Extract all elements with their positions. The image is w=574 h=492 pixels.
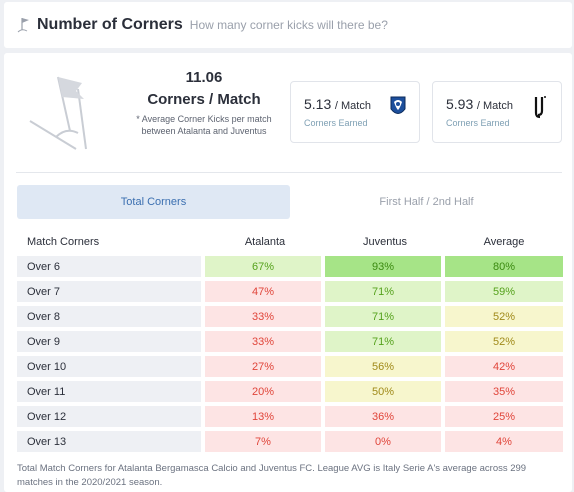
average-corners-note: * Average Corner Kicks per match between… (136, 114, 272, 136)
per-match-label: / Match (334, 100, 371, 112)
column-header-average: Average (483, 235, 525, 248)
average-value-cell: 25% (445, 406, 563, 427)
corners-earned-caption: Corners Earned (446, 118, 510, 128)
table-row: Over 7 47% 71% 59% (17, 281, 563, 302)
average-value-cell: 80% (445, 256, 563, 277)
match-corners-table: Match Corners Atalanta Juventus Average … (17, 227, 563, 456)
juventus-value-cell: 71% (325, 331, 445, 352)
section-subtitle: How many corner kicks will there be? (189, 18, 388, 32)
table-body: Over 6 67% 93% 80% Over 7 47% 71% 59% Over 8 33% 7… (17, 256, 563, 452)
juventus-value-cell: 0% (325, 431, 445, 452)
table-row: Over 10 27% 56% 42% (17, 356, 563, 377)
corners-per-match-value: 5.13 (304, 96, 332, 112)
atalanta-value-cell: 47% (205, 281, 325, 302)
juventus-value-cell: 36% (325, 406, 445, 427)
section-divider (16, 172, 562, 173)
row-label: Over 9 (17, 331, 205, 352)
table-row: Over 9 33% 71% 52% (17, 331, 563, 352)
average-value-cell: 4% (445, 431, 563, 452)
row-label: Over 11 (17, 381, 205, 402)
row-label: Over 12 (17, 406, 205, 427)
corner-flag-icon (17, 18, 29, 33)
column-header-match-corners: Match Corners (27, 235, 100, 248)
table-row: Over 8 33% 71% 52% (17, 306, 563, 327)
average-corners-value: 11.06 (185, 69, 223, 86)
average-value-cell: 52% (445, 306, 563, 327)
atalanta-value-cell: 7% (205, 431, 325, 452)
per-match-label: / Match (476, 100, 513, 112)
average-value-cell: 52% (445, 331, 563, 352)
corners-per-match-value: 5.93 (446, 96, 474, 112)
row-label: Over 10 (17, 356, 205, 377)
table-row: Over 13 7% 0% 4% (17, 431, 563, 452)
row-label: Over 7 (17, 281, 205, 302)
average-corners-block: 11.06 Corners / Match * Average Corner K… (120, 67, 288, 137)
team-card-atalanta: 5.13 / Match Corners Earned (290, 81, 420, 143)
section-title: Number of Corners (37, 16, 183, 33)
average-corners-label: Corners / Match (147, 91, 261, 108)
table-header-row: Match Corners Atalanta Juventus Average (17, 231, 563, 252)
table-row: Over 6 67% 93% 80% (17, 256, 563, 277)
corners-earned-caption: Corners Earned (304, 118, 368, 128)
atalanta-value-cell: 20% (205, 381, 325, 402)
table-row: Over 11 20% 50% 35% (17, 381, 563, 402)
row-label: Over 13 (17, 431, 205, 452)
tab-total-corners[interactable]: Total Corners (17, 185, 290, 219)
atalanta-value-cell: 27% (205, 356, 325, 377)
corners-panel: 11.06 Corners / Match * Average Corner K… (4, 53, 572, 492)
juventus-value-cell: 56% (325, 356, 445, 377)
juventus-value-cell: 93% (325, 256, 445, 277)
team-card-juventus: 5.93 / Match Corners Earned (432, 81, 562, 143)
corner-tabs: Total Corners First Half / 2nd Half (17, 185, 563, 219)
section-header: Number of Corners How many corner kicks … (4, 2, 572, 48)
average-value-cell: 42% (445, 356, 563, 377)
average-value-cell: 35% (445, 381, 563, 402)
atalanta-value-cell: 33% (205, 331, 325, 352)
atalanta-value-cell: 33% (205, 306, 325, 327)
atalanta-value-cell: 13% (205, 406, 325, 427)
column-header-atalanta: Atalanta (244, 235, 286, 248)
average-value-cell: 59% (445, 281, 563, 302)
tab-first-half-second-half[interactable]: First Half / 2nd Half (290, 185, 563, 219)
juventus-value-cell: 71% (325, 306, 445, 327)
row-label: Over 8 (17, 306, 205, 327)
atalanta-crest-icon (390, 96, 406, 114)
juventus-value-cell: 50% (325, 381, 445, 402)
row-label: Over 6 (17, 256, 205, 277)
footer-note: Total Match Corners for Atalanta Bergama… (17, 463, 527, 488)
table-row: Over 12 13% 36% 25% (17, 406, 563, 427)
juventus-crest-icon (534, 96, 546, 119)
atalanta-value-cell: 67% (205, 256, 325, 277)
juventus-value-cell: 71% (325, 281, 445, 302)
column-header-juventus: Juventus (362, 235, 408, 248)
corner-flag-illustration (29, 76, 87, 150)
